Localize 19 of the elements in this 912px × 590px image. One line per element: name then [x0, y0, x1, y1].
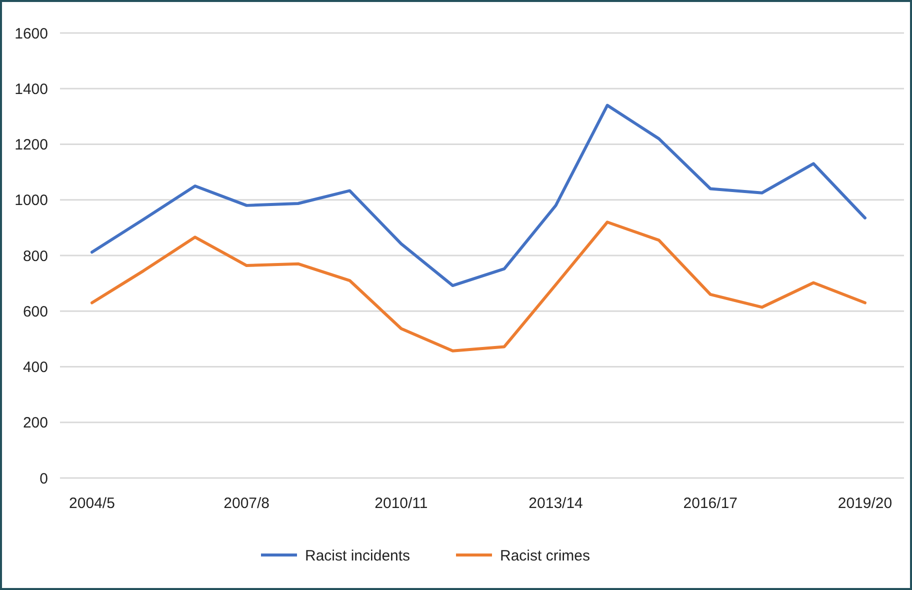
y-tick-label: 200	[22, 414, 48, 432]
x-tick-label: 2013/14	[528, 495, 583, 512]
y-tick-label: 600	[22, 303, 48, 320]
x-tick-label: 2010/11	[374, 495, 428, 512]
y-tick-label: 1000	[14, 192, 48, 210]
x-tick-label: 2004/5	[69, 495, 115, 512]
legend-label: Racist crimes	[500, 547, 590, 564]
y-tick-label: 400	[22, 359, 48, 376]
legend-label: Racist incidents	[305, 547, 410, 564]
y-tick-label: 1200	[14, 136, 48, 154]
y-tick-label: 0	[40, 470, 48, 488]
x-tick-label: 2007/8	[224, 495, 270, 512]
x-tick-label: 2019/20	[838, 495, 892, 512]
y-tick-label: 800	[22, 248, 48, 265]
y-tick-label: 1600	[14, 25, 48, 42]
line-series	[90, 220, 866, 352]
y-tick-label: 1400	[14, 80, 48, 98]
line-series	[90, 104, 866, 288]
x-tick-label: 2016/17	[683, 495, 738, 512]
